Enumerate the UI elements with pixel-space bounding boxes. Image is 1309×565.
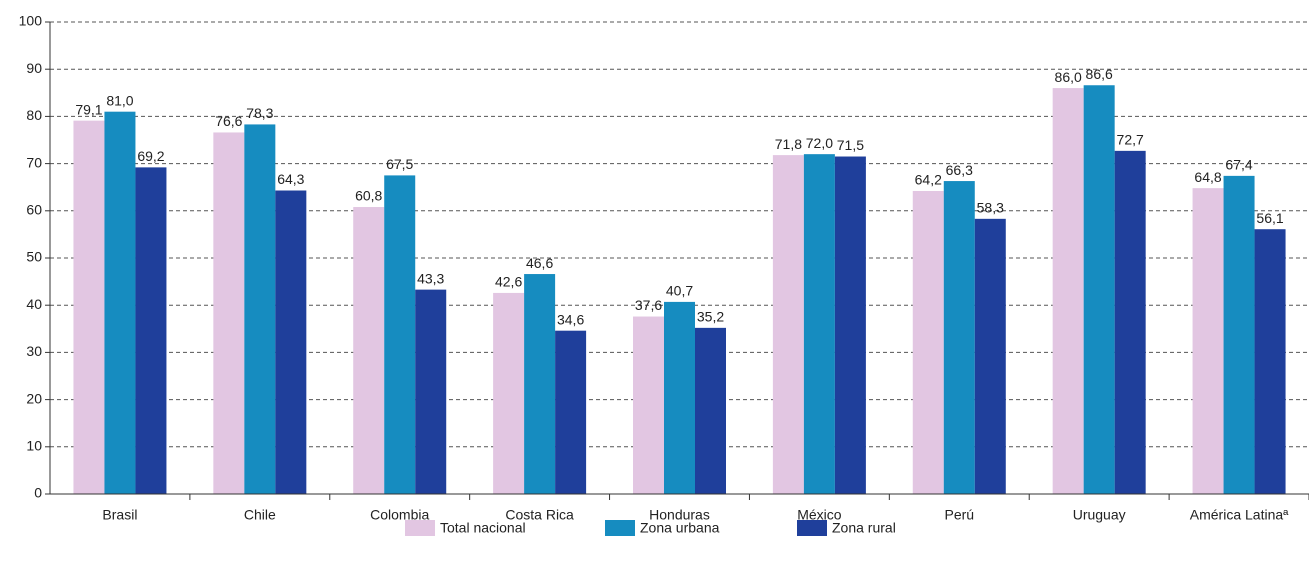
legend-swatch: [797, 520, 827, 536]
bar: [1192, 188, 1224, 495]
legend-label: Zona rural: [832, 520, 896, 536]
value-label: 34,6: [557, 311, 584, 327]
y-tick-label: 60: [26, 202, 42, 218]
y-tick-label: 40: [26, 296, 42, 312]
value-label: 71,8: [775, 136, 802, 152]
bar: [415, 289, 447, 494]
legend-swatch: [405, 520, 435, 536]
bar: [493, 292, 525, 494]
y-tick-label: 100: [19, 13, 43, 29]
bar: [974, 218, 1006, 494]
bar: [695, 327, 726, 494]
bar: [73, 120, 105, 494]
x-tick-label: México: [797, 507, 842, 523]
bar: [1223, 175, 1255, 494]
value-label: 81,0: [106, 92, 133, 108]
value-label: 35,2: [697, 309, 724, 325]
bar: [803, 154, 835, 494]
value-label: 71,5: [837, 137, 864, 153]
bar: [213, 132, 245, 494]
bar: [1254, 229, 1286, 494]
x-tick-label: Honduras: [649, 507, 710, 523]
bar: [524, 274, 556, 494]
x-tick-label: América Latinaª: [1190, 507, 1289, 523]
value-label: 60,8: [355, 188, 382, 204]
value-label: 42,6: [495, 274, 522, 290]
bar: [772, 155, 804, 494]
y-tick-label: 0: [34, 485, 42, 501]
y-tick-label: 10: [26, 438, 42, 454]
y-tick-label: 20: [26, 390, 42, 406]
value-label: 64,8: [1194, 169, 1221, 185]
bar: [1083, 85, 1115, 495]
y-tick-label: 70: [26, 154, 42, 170]
bar: [384, 175, 416, 494]
bar: [275, 190, 307, 494]
bar: [353, 207, 385, 495]
value-label: 40,7: [666, 283, 693, 299]
bar: [244, 124, 276, 494]
value-label: 72,7: [1117, 132, 1144, 148]
x-tick-label: Brasil: [102, 507, 137, 523]
value-label: 67,5: [386, 156, 413, 172]
value-label: 46,6: [526, 255, 553, 271]
bar: [943, 181, 975, 494]
x-tick-label: Chile: [244, 507, 276, 523]
x-tick-label: Costa Rica: [505, 507, 574, 523]
y-tick-label: 80: [26, 107, 42, 123]
value-label: 58,3: [977, 200, 1004, 216]
bar: [1114, 150, 1146, 494]
value-label: 86,0: [1055, 69, 1082, 85]
legend-swatch: [605, 520, 635, 536]
bar: [664, 301, 695, 494]
value-label: 66,3: [946, 162, 973, 178]
value-label: 43,3: [417, 270, 444, 286]
x-tick-label: Perú: [944, 507, 974, 523]
value-label: 78,3: [246, 105, 273, 121]
bar: [912, 190, 944, 494]
y-tick-label: 90: [26, 60, 42, 76]
value-label: 37,6: [635, 297, 662, 313]
value-label: 64,2: [915, 172, 942, 188]
y-tick-label: 30: [26, 343, 42, 359]
value-label: 86,6: [1086, 66, 1113, 82]
value-label: 56,1: [1256, 210, 1283, 226]
bar: [104, 111, 136, 495]
value-label: 64,3: [277, 171, 304, 187]
bar: [555, 330, 587, 494]
value-label: 76,6: [215, 113, 242, 129]
value-label: 69,2: [137, 148, 164, 164]
x-tick-label: Colombia: [370, 507, 429, 523]
bar: [834, 156, 866, 494]
value-label: 72,0: [806, 135, 833, 151]
y-tick-label: 50: [26, 249, 42, 265]
x-tick-label: Uruguay: [1073, 507, 1126, 523]
legend-label: Zona urbana: [640, 520, 720, 536]
bar: [135, 167, 167, 494]
bar: [1052, 88, 1084, 494]
value-label: 67,4: [1225, 157, 1252, 173]
bar: [633, 316, 664, 494]
legend-label: Total nacional: [440, 520, 526, 536]
value-label: 79,1: [75, 101, 102, 117]
